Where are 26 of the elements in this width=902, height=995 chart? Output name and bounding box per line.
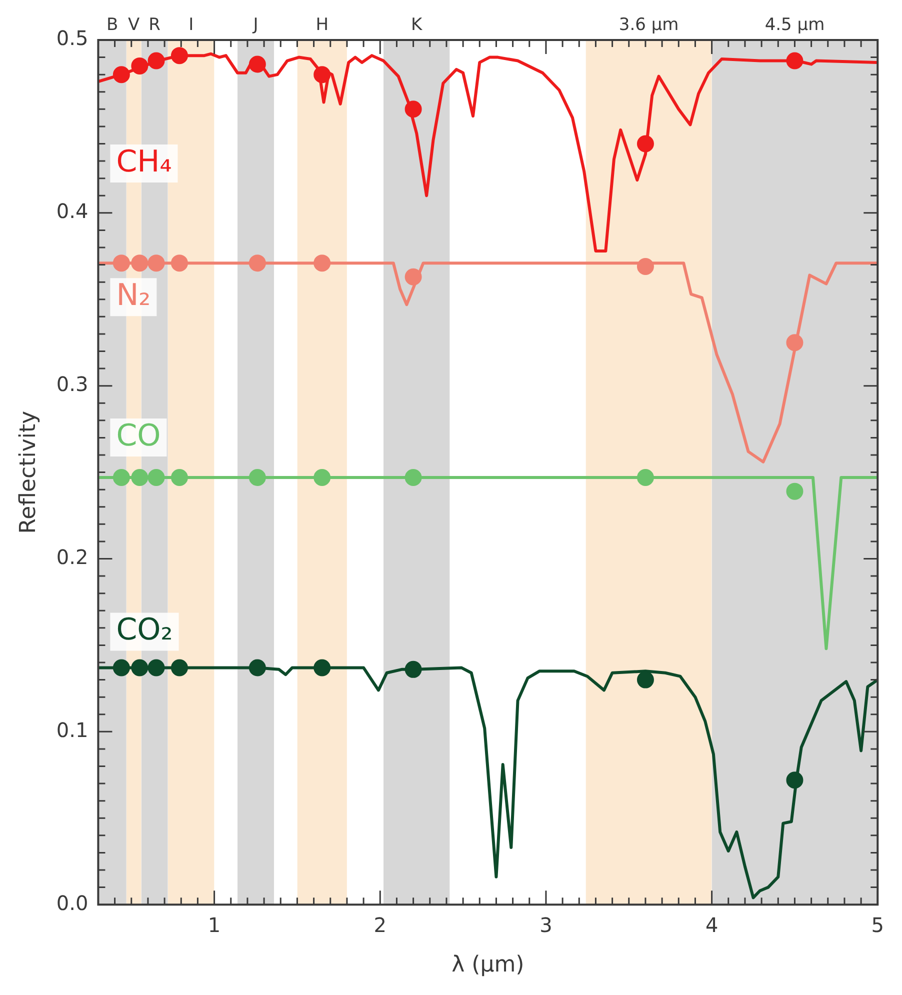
y-tick-label: 0.5 — [56, 26, 88, 50]
text: CH₄ — [116, 144, 172, 180]
x-tick-label: 5 — [871, 912, 884, 937]
band-label: I — [188, 14, 194, 35]
y-axis-title: Reflectivity — [16, 410, 41, 534]
series-label: N₂ — [116, 278, 151, 313]
y-tick-label: 0.4 — [56, 199, 88, 224]
series-label: CO — [116, 418, 161, 454]
band-label: J — [252, 14, 258, 35]
x-axis-title: λ (μm) — [452, 952, 524, 978]
x-tick-label: 2 — [374, 912, 386, 937]
y-tick-label: 0.3 — [56, 372, 88, 396]
band-label: 4.5 μm — [764, 14, 825, 35]
y-tick-label: 0.0 — [56, 890, 88, 915]
x-tick-label: 3 — [540, 912, 552, 937]
y-tick-label: 0.1 — [56, 718, 88, 742]
x-tick-label: 1 — [208, 912, 221, 937]
x-tick-label: 4 — [705, 912, 718, 937]
band-label: 3.6 μm — [618, 14, 679, 35]
series-label: CO₂ — [116, 612, 173, 648]
band-label: V — [128, 14, 140, 35]
band-label: K — [411, 14, 424, 35]
band-label: R — [148, 14, 161, 35]
y-tick-label: 0.2 — [56, 544, 88, 569]
band-label: H — [316, 14, 328, 35]
band-label: B — [106, 14, 118, 35]
